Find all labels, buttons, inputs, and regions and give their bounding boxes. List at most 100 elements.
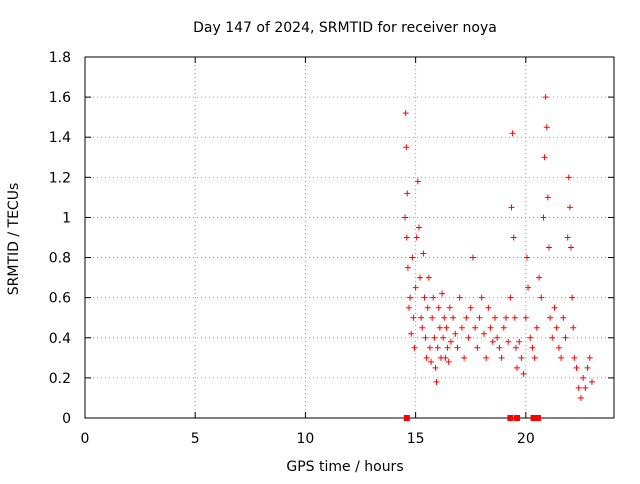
x-tick-label: 5: [191, 431, 200, 447]
data-point: [511, 314, 518, 321]
data-point: [533, 324, 540, 331]
data-point: [461, 354, 468, 361]
data-point: [426, 344, 433, 351]
data-point: [538, 294, 545, 301]
data-point: [505, 338, 512, 345]
data-point: [444, 344, 451, 351]
y-tick-label: 1.8: [49, 50, 71, 66]
data-point: [409, 254, 416, 261]
data-point: [508, 204, 515, 211]
ticks: 0 5 10 15 20 0 0.2 0.4 0.6 0.8 1 1.2 1.4 1.6 1.8: [49, 50, 614, 447]
data-point: [588, 378, 595, 385]
y-tick-label: 1.6: [49, 90, 71, 106]
data-point: [442, 354, 449, 361]
data-point: [544, 194, 551, 201]
y-tick-label: 0.6: [49, 291, 71, 307]
data-point: [480, 330, 487, 337]
data-point: [417, 274, 424, 281]
data-point: [428, 358, 435, 365]
data-point: [487, 324, 494, 331]
data-point: [469, 254, 476, 261]
data-point: [509, 130, 516, 137]
data-point: [411, 344, 418, 351]
data-point: [549, 334, 556, 341]
data-point: [542, 94, 549, 101]
data-point: [413, 234, 420, 241]
data-point: [435, 304, 442, 311]
data-point: [525, 284, 532, 291]
data-point: [446, 304, 453, 311]
data-point: [566, 204, 573, 211]
data-point: [415, 224, 422, 231]
data-point: [522, 314, 529, 321]
data-point: [498, 354, 505, 361]
data-point: [520, 370, 527, 377]
data-point: [564, 234, 571, 241]
data-point: [529, 344, 536, 351]
data-point-zero: [514, 415, 521, 421]
data-point: [500, 324, 507, 331]
data-point: [412, 284, 419, 291]
data-point: [553, 324, 560, 331]
data-point: [527, 334, 534, 341]
data-point: [569, 294, 576, 301]
data-point: [404, 264, 411, 271]
data-point: [491, 314, 498, 321]
data-point: [458, 324, 465, 331]
data-point: [584, 364, 591, 371]
data-point-zero: [507, 415, 514, 421]
data-point: [489, 338, 496, 345]
data-point: [418, 314, 425, 321]
data-point: [562, 334, 569, 341]
data-point: [474, 344, 481, 351]
data-point: [571, 354, 578, 361]
data-point: [407, 294, 414, 301]
data-point: [476, 314, 483, 321]
data-point: [406, 304, 413, 311]
data-point: [575, 384, 582, 391]
data-point-zero: [534, 415, 541, 421]
data-point: [408, 330, 415, 337]
x-tick-label: 15: [407, 431, 425, 447]
x-tick-label: 10: [297, 431, 315, 447]
data-point: [456, 294, 463, 301]
data-point: [516, 338, 523, 345]
data-point: [424, 304, 431, 311]
y-tick-label: 0: [62, 411, 71, 427]
data-point: [514, 364, 521, 371]
data-point: [421, 294, 428, 301]
data-point: [419, 324, 426, 331]
data-point: [420, 250, 427, 257]
data-point: [568, 244, 575, 251]
data-point: [445, 358, 452, 365]
data-point: [465, 334, 472, 341]
data-point: [414, 178, 421, 185]
data-point: [518, 354, 525, 361]
data-point: [404, 190, 411, 197]
data-point: [472, 324, 479, 331]
data-point: [547, 314, 554, 321]
data-point: [431, 334, 438, 341]
data-point: [443, 324, 450, 331]
data-point: [447, 338, 454, 345]
data-point: [402, 110, 409, 117]
data-point: [565, 174, 572, 181]
axes: [84, 56, 615, 419]
grid-lines: [85, 57, 614, 418]
data-point: [485, 304, 492, 311]
data-points: [402, 94, 595, 421]
data-point: [560, 314, 567, 321]
y-tick-label: 0.2: [49, 371, 71, 387]
y-tick-label: 1: [62, 210, 71, 226]
data-point: [403, 144, 410, 151]
data-point: [580, 374, 587, 381]
data-point: [483, 354, 490, 361]
y-tick-label: 0.4: [49, 331, 71, 347]
data-point: [467, 304, 474, 311]
data-point: [410, 314, 417, 321]
data-point: [551, 304, 558, 311]
data-point: [507, 294, 514, 301]
data-point: [582, 384, 589, 391]
